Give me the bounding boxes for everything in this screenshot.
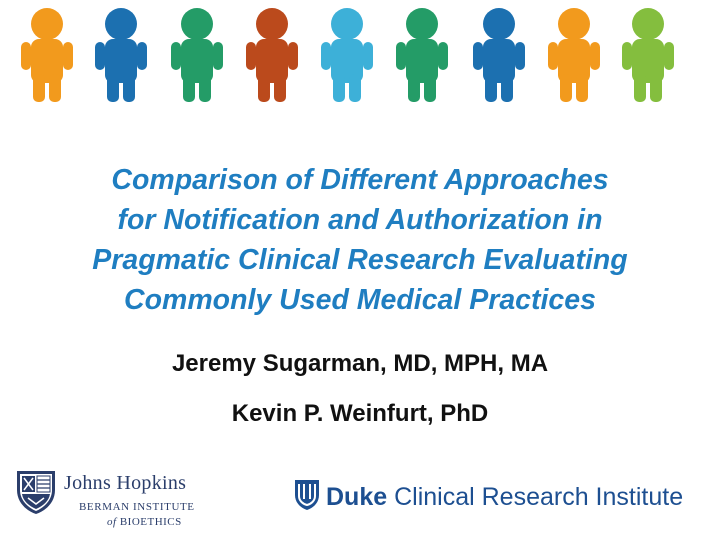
berman-institute-label: BERMAN INSTITUTE bbox=[79, 501, 195, 513]
person-icon bbox=[20, 4, 74, 104]
title-line: Comparison of Different Approaches bbox=[111, 164, 609, 196]
presentation-title: Comparison of Different Approaches for N… bbox=[20, 160, 700, 320]
title-line: for Notification and Authorization in bbox=[117, 204, 603, 236]
hopkins-wordmark: Johns Hopkins bbox=[64, 472, 186, 495]
duke-institute-words: Clinical Research Institute bbox=[387, 483, 684, 511]
johns-hopkins-berman-logo: Johns Hopkins BERMAN INSTITUTE of BIOETH… bbox=[14, 464, 244, 534]
hopkins-wordmark-text: Johns Hopkins bbox=[64, 472, 187, 494]
duke-wordmark: Duke Clinical Research Institute bbox=[326, 482, 683, 512]
person-icon bbox=[395, 4, 449, 104]
person-icon bbox=[621, 4, 675, 104]
title-line: Pragmatic Clinical Research Evaluating bbox=[92, 244, 628, 276]
person-icon bbox=[547, 4, 601, 104]
person-icon bbox=[170, 4, 224, 104]
person-icon bbox=[245, 4, 299, 104]
bioethics-word: BIOETHICS bbox=[116, 516, 182, 528]
person-icon bbox=[94, 4, 148, 104]
duke-word: Duke bbox=[326, 483, 388, 511]
bioethics-label: of BIOETHICS bbox=[107, 516, 182, 528]
people-icon-row bbox=[0, 4, 720, 104]
title-line: Commonly Used Medical Practices bbox=[123, 284, 596, 316]
author-name: Kevin P. Weinfurt, PhD bbox=[231, 400, 489, 427]
duke-shield-icon bbox=[295, 480, 319, 510]
bioethics-of: of bbox=[107, 516, 117, 528]
hopkins-shield-icon bbox=[17, 471, 55, 514]
duke-clinical-research-institute-logo: Duke Clinical Research Institute bbox=[294, 478, 710, 518]
author-name: Jeremy Sugarman, MD, MPH, MA bbox=[171, 350, 549, 377]
person-icon bbox=[320, 4, 374, 104]
person-icon bbox=[472, 4, 526, 104]
